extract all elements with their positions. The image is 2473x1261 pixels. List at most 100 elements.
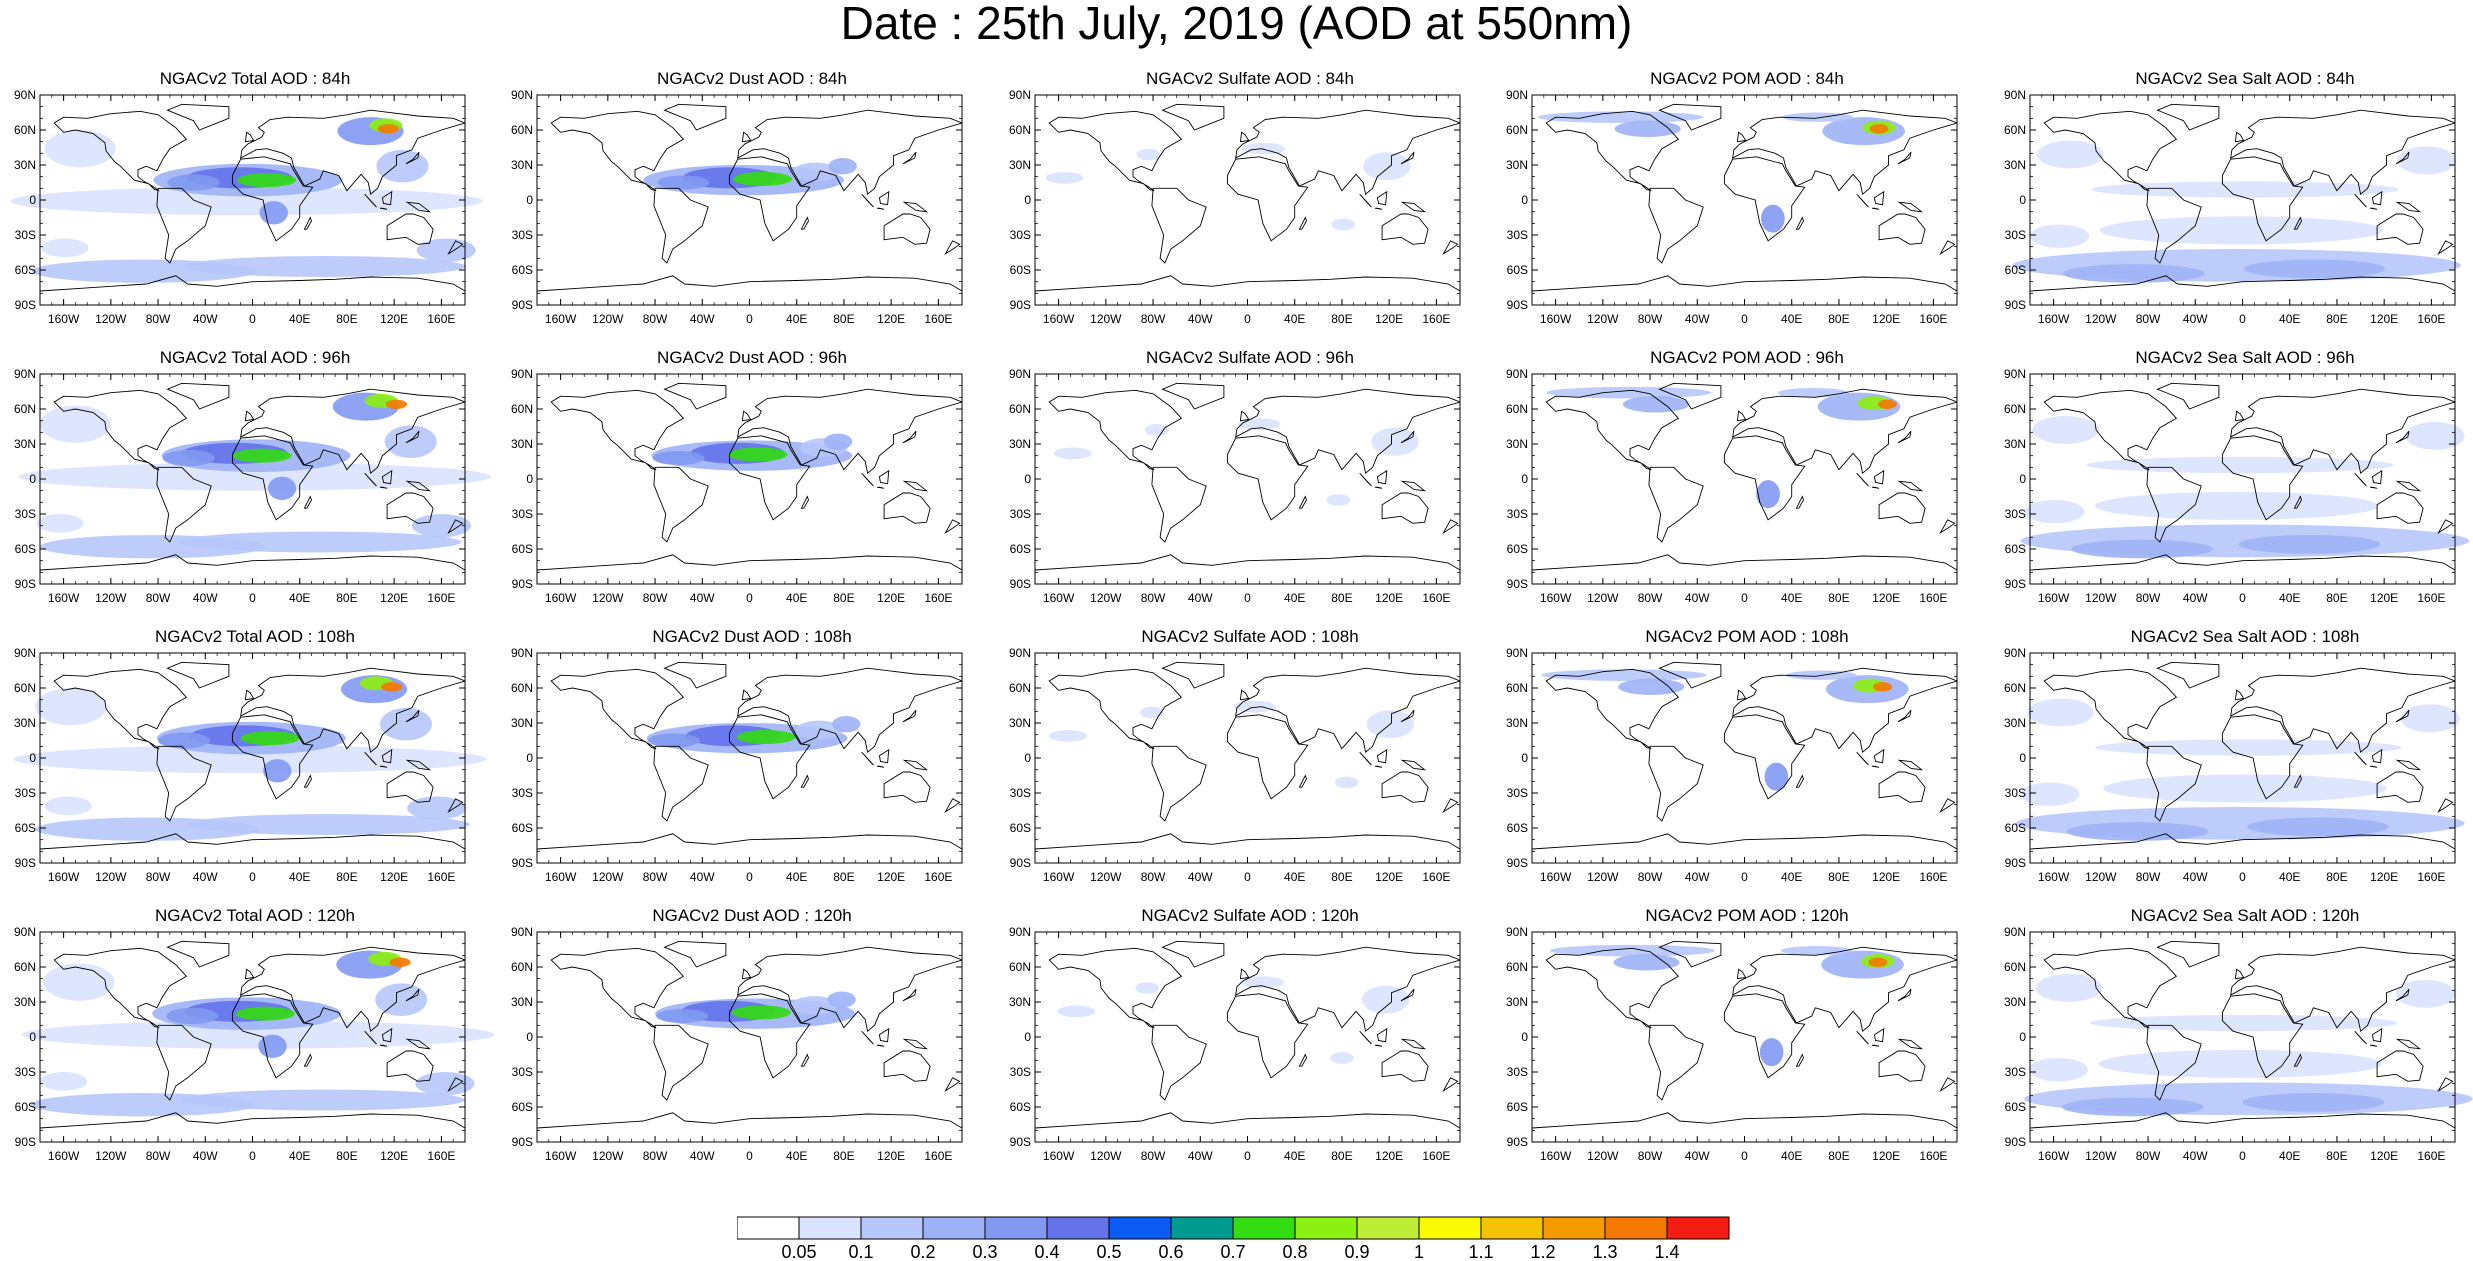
lon-label: 120E bbox=[1872, 312, 1900, 326]
coastline bbox=[1400, 201, 1427, 213]
lat-label: 0 bbox=[1521, 751, 1528, 765]
aod-plume bbox=[2086, 456, 2394, 474]
coastline bbox=[1939, 240, 1956, 256]
world-map: 90N 60N 30N 0 30S 60S 90S 160W 120W 80W 40W 0 40E 80E… bbox=[14, 367, 491, 605]
world-map: 90N 60N 30N 0 30S 60S 90S 160W 120W 80W 40W 0 40E 80E… bbox=[1009, 88, 1461, 326]
lon-label: 160E bbox=[427, 591, 455, 605]
lat-label: 60S bbox=[2005, 542, 2026, 556]
coastline bbox=[1151, 466, 1207, 543]
map-panel: NGACv2 Sea Salt AOD : 96h 90N 60N 30N 0 30S 60… bbox=[2004, 349, 2470, 605]
coastline bbox=[800, 1053, 809, 1067]
coastline bbox=[156, 1024, 212, 1101]
lon-label: 160E bbox=[2417, 312, 2445, 326]
colorbar-box bbox=[1356, 1216, 1420, 1240]
coastline bbox=[405, 201, 432, 213]
aod-plume bbox=[10, 187, 483, 216]
aod-plume bbox=[2066, 822, 2209, 841]
coastline bbox=[663, 661, 727, 689]
lat-label: 30N bbox=[14, 995, 36, 1009]
lat-label: 0 bbox=[526, 751, 533, 765]
lon-label: 160W bbox=[48, 870, 80, 884]
lon-label: 0 bbox=[2239, 870, 2246, 884]
lat-label: 30S bbox=[1507, 786, 1528, 800]
lat-label: 60N bbox=[511, 960, 533, 974]
lon-label: 120E bbox=[1375, 591, 1403, 605]
coastline bbox=[861, 1030, 874, 1045]
lon-label: 120E bbox=[2370, 870, 2398, 884]
aod-plume bbox=[389, 957, 411, 967]
map-panel: NGACv2 Total AOD : 120h 90N 60N 30N 0 30S 60S 9… bbox=[14, 907, 495, 1163]
lat-label: 60S bbox=[1507, 821, 1528, 835]
lon-label: 80E bbox=[1331, 1149, 1352, 1163]
coastline bbox=[1723, 714, 1806, 800]
aod-plume bbox=[1053, 447, 1092, 460]
aod-plume bbox=[1334, 776, 1359, 789]
lat-label: 30N bbox=[511, 995, 533, 1009]
lat-label: 30S bbox=[512, 1065, 533, 1079]
aod-plume bbox=[1761, 204, 1785, 233]
aod-plume bbox=[657, 175, 710, 190]
lon-label: 120W bbox=[2085, 591, 2117, 605]
lat-label: 30N bbox=[2004, 158, 2026, 172]
coastline bbox=[1897, 1038, 1924, 1050]
coastline bbox=[1856, 193, 1869, 208]
lon-label: 40W bbox=[1188, 312, 1213, 326]
lon-label: 80E bbox=[1828, 1149, 1849, 1163]
lon-label: 160W bbox=[1043, 312, 1075, 326]
lon-label: 120E bbox=[2370, 312, 2398, 326]
coastline bbox=[1939, 798, 1956, 814]
coastline bbox=[876, 486, 885, 489]
aod-plume bbox=[1868, 957, 1888, 967]
coastline bbox=[550, 110, 685, 192]
colorbar-label: 0.05 bbox=[781, 1242, 816, 1261]
panel-title: NGACv2 POM AOD : 96h bbox=[1650, 348, 1844, 367]
lon-label: 120W bbox=[592, 312, 624, 326]
coastline bbox=[1235, 388, 1460, 475]
lat-label: 90N bbox=[511, 367, 533, 381]
lon-label: 80W bbox=[1141, 1149, 1166, 1163]
coastline bbox=[1239, 968, 1250, 980]
coastline bbox=[1897, 151, 1912, 165]
aod-plume bbox=[2035, 974, 2103, 1002]
coastline bbox=[550, 389, 685, 471]
lon-label: 80W bbox=[643, 1149, 668, 1163]
coastline-antarctica bbox=[40, 1112, 465, 1142]
lat-label: 90S bbox=[1507, 298, 1528, 312]
aod-colorbar: 0.05 0.1 0.2 0.3 0.4 0.5 0.6 0.7 0.8 0.9 1 1.1 1.2 1.… bbox=[737, 1216, 1730, 1261]
lat-label: 90N bbox=[14, 88, 36, 102]
aod-plume bbox=[1045, 172, 1084, 184]
map-frame-bg bbox=[1035, 95, 1460, 305]
coastline bbox=[663, 103, 727, 131]
aod-plume bbox=[832, 716, 861, 733]
lat-label: 0 bbox=[526, 193, 533, 207]
lat-label: 30N bbox=[14, 716, 36, 730]
lon-label: 0 bbox=[1741, 312, 1748, 326]
lon-label: 40W bbox=[690, 1149, 715, 1163]
lon-label: 0 bbox=[746, 870, 753, 884]
coastline bbox=[876, 765, 885, 768]
lon-label: 40W bbox=[690, 591, 715, 605]
panel-title: NGACv2 Sulfate AOD : 84h bbox=[1146, 69, 1354, 88]
coastline bbox=[876, 1044, 885, 1047]
coastline bbox=[231, 714, 314, 800]
lon-label: 160W bbox=[545, 591, 577, 605]
lon-label: 120E bbox=[1375, 1149, 1403, 1163]
lat-label: 30N bbox=[1009, 995, 1031, 1009]
coastline bbox=[902, 1038, 929, 1050]
lon-label: 160W bbox=[2038, 870, 2070, 884]
coastline bbox=[1381, 771, 1429, 803]
aod-plume bbox=[647, 733, 700, 748]
coastline bbox=[1736, 410, 1747, 422]
lat-label: 90N bbox=[1506, 646, 1528, 660]
lat-label: 30S bbox=[512, 228, 533, 242]
coastline bbox=[2221, 714, 2304, 800]
lon-label: 40E bbox=[289, 1149, 310, 1163]
lat-label: 60N bbox=[511, 123, 533, 137]
aod-plume bbox=[790, 996, 839, 1015]
aod-plume bbox=[1330, 1052, 1354, 1064]
coastline bbox=[1873, 469, 1885, 485]
aod-plume bbox=[2098, 1049, 2382, 1078]
coastline bbox=[1048, 389, 1183, 471]
coastline-antarctica bbox=[40, 275, 465, 305]
lat-label: 30N bbox=[2004, 995, 2026, 1009]
